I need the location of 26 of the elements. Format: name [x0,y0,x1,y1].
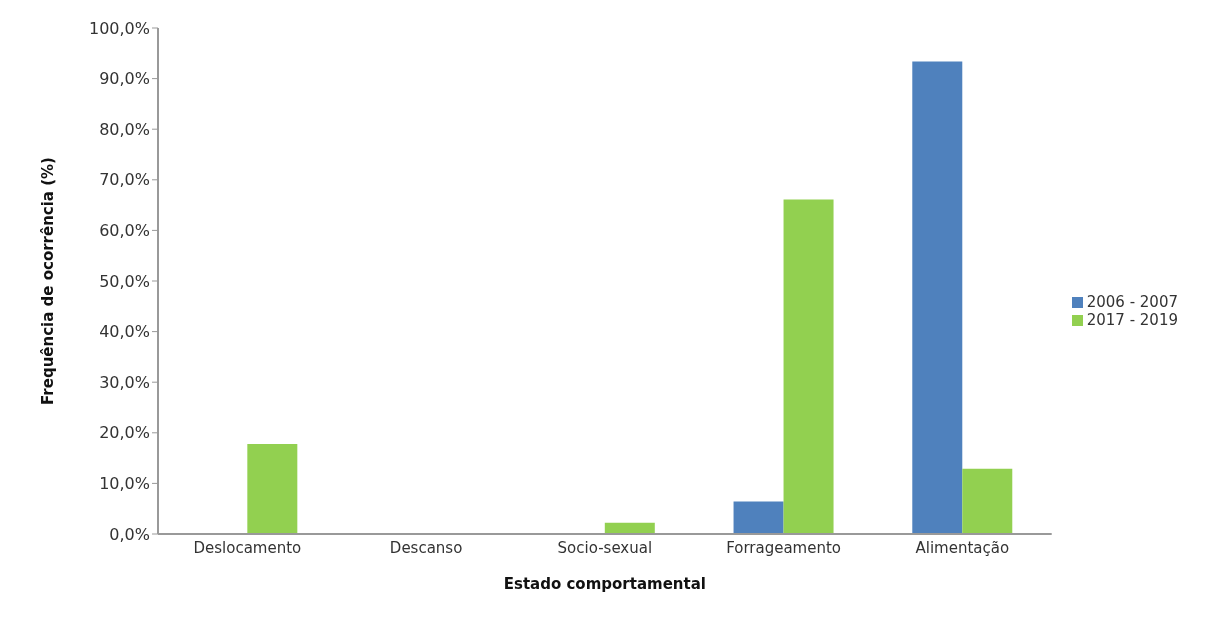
x-tick-label: Deslocamento [193,538,302,557]
y-tick-label: 10,0% [99,474,150,494]
bar [247,443,298,534]
y-tick-label: 20,0% [99,423,150,443]
bar [733,501,784,534]
y-tick-label: 0,0% [109,524,150,544]
bar [912,61,963,534]
y-tick-label: 40,0% [99,322,150,342]
y-tick-label: 80,0% [99,119,150,139]
y-tick-label: 90,0% [99,69,150,89]
y-tick-label: 60,0% [99,221,150,241]
x-tick-label: Alimentação [915,538,1010,557]
y-tick-label: 30,0% [99,372,150,392]
y-tick-label: 50,0% [99,271,150,291]
x-tick-label: Forrageamento [726,538,842,557]
legend-label: 2017 - 2019 [1086,311,1178,329]
x-axis-title: Estado comportamental [503,575,706,593]
bar [783,199,834,534]
x-tick-label: Socio-sexual [557,538,653,557]
x-tick-label: Descanso [389,538,463,557]
bar [604,522,655,534]
y-tick-label: 100,0% [88,18,150,38]
bar [962,468,1013,534]
y-tick-label: 70,0% [99,170,150,190]
y-axis-title: Frequência de ocorrência (%) [39,157,58,405]
legend-label: 2006 - 2007 [1086,293,1178,311]
